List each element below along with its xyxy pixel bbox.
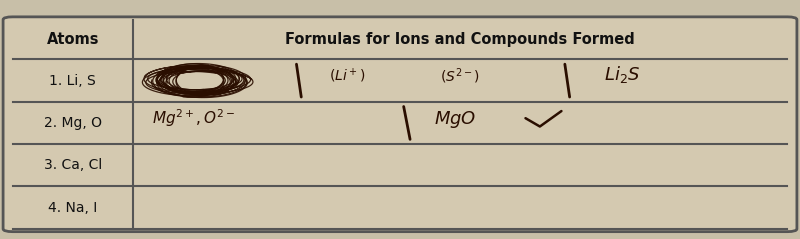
Text: 1. Li, S: 1. Li, S bbox=[50, 74, 96, 88]
Text: $MgO$: $MgO$ bbox=[434, 109, 476, 130]
Text: 4. Na, I: 4. Na, I bbox=[48, 201, 98, 215]
Text: $(Li^+)$: $(Li^+)$ bbox=[329, 67, 366, 85]
Text: $Li_2S$: $Li_2S$ bbox=[604, 64, 641, 85]
FancyBboxPatch shape bbox=[3, 17, 797, 232]
Text: 3. Ca, Cl: 3. Ca, Cl bbox=[43, 158, 102, 172]
Text: Atoms: Atoms bbox=[46, 32, 99, 47]
Text: $Mg^{2+}, O^{2-}$: $Mg^{2+}, O^{2-}$ bbox=[152, 107, 236, 129]
Text: 2. Mg, O: 2. Mg, O bbox=[44, 116, 102, 130]
Text: $(S^{2-})$: $(S^{2-})$ bbox=[440, 66, 480, 86]
Text: Formulas for Ions and Compounds Formed: Formulas for Ions and Compounds Formed bbox=[285, 32, 635, 47]
